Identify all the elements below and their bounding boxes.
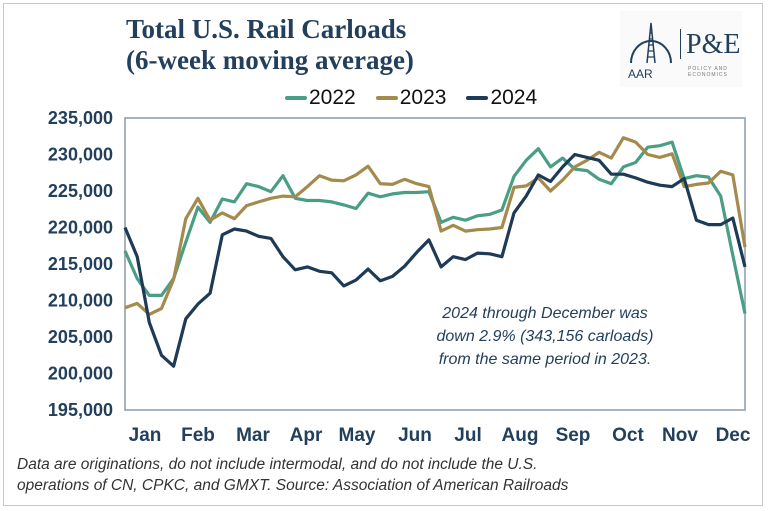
x-tick-label-jun: Jun — [398, 425, 432, 446]
logo-aar-text: AAR — [628, 67, 653, 81]
legend-item-2024: 2024 — [466, 86, 537, 110]
x-tick-label-dec: Dec — [716, 425, 751, 446]
legend-swatch — [285, 96, 307, 100]
x-tick-label-nov: Nov — [662, 425, 698, 446]
legend-label: 2022 — [309, 86, 356, 109]
logo-pe-text: P&E — [686, 29, 741, 60]
annotation-line-2: down 2.9% (343,156 carloads) — [436, 328, 654, 345]
legend-swatch — [466, 96, 489, 100]
y-tick-label: 205,000 — [48, 327, 113, 347]
x-tick-label-jan: Jan — [129, 425, 162, 446]
logo-sub-text: POLICY AND ECONOMICS — [688, 66, 728, 78]
annotation-line-1: 2024 through December was — [442, 305, 648, 322]
y-tick-label: 230,000 — [48, 145, 113, 165]
series-line-2023 — [124, 136, 747, 316]
footnote-line-1: Data are originations, do not include in… — [17, 456, 538, 473]
x-tick-label-jul: Jul — [454, 425, 481, 446]
x-tick-label-sep: Sep — [556, 425, 591, 446]
annotation: 2024 through December was down 2.9% (343… — [385, 302, 705, 371]
x-tick-label-mar: Mar — [236, 425, 270, 446]
legend-label: 2024 — [490, 86, 538, 109]
x-tick-label-apr: Apr — [290, 425, 323, 446]
footnote: Data are originations, do not include in… — [17, 454, 568, 496]
aar-pe-logo: AAR P&E POLICY AND ECONOMICS — [620, 11, 742, 87]
y-tick-label: 210,000 — [48, 291, 113, 311]
title-line-1: Total U.S. Rail Carloads — [126, 14, 407, 44]
y-tick-label: 235,000 — [48, 108, 113, 128]
y-tick-label: 215,000 — [48, 254, 113, 274]
y-tick-label: 225,000 — [48, 181, 113, 201]
legend-swatch — [375, 96, 398, 100]
chart-frame — [3, 3, 763, 506]
series-line-2022 — [123, 140, 747, 314]
aar-track-icon — [630, 22, 672, 64]
series-line-2024 — [123, 152, 747, 368]
title-line-2: (6-week moving average) — [126, 45, 414, 75]
legend: 2022 2023 2024 — [285, 86, 537, 110]
annotation-line-3: from the same period in 2023. — [438, 351, 652, 368]
logo-divider — [680, 29, 681, 59]
x-tick-label-may: May — [339, 425, 376, 446]
legend-item-2022: 2022 — [285, 86, 356, 110]
y-tick-label: 200,000 — [48, 364, 113, 384]
x-tick-label-aug: Aug — [502, 425, 539, 446]
footnote-line-2: operations of CN, CPKC, and GMXT. Source… — [17, 477, 569, 494]
chart-title: Total U.S. Rail Carloads (6-week moving … — [126, 14, 414, 76]
legend-label: 2023 — [399, 86, 447, 109]
y-tick-label: 195,000 — [48, 400, 113, 420]
legend-item-2023: 2023 — [375, 86, 447, 110]
x-tick-label-feb: Feb — [181, 425, 215, 446]
x-tick-label-oct: Oct — [612, 425, 644, 446]
y-tick-label: 220,000 — [48, 218, 113, 238]
